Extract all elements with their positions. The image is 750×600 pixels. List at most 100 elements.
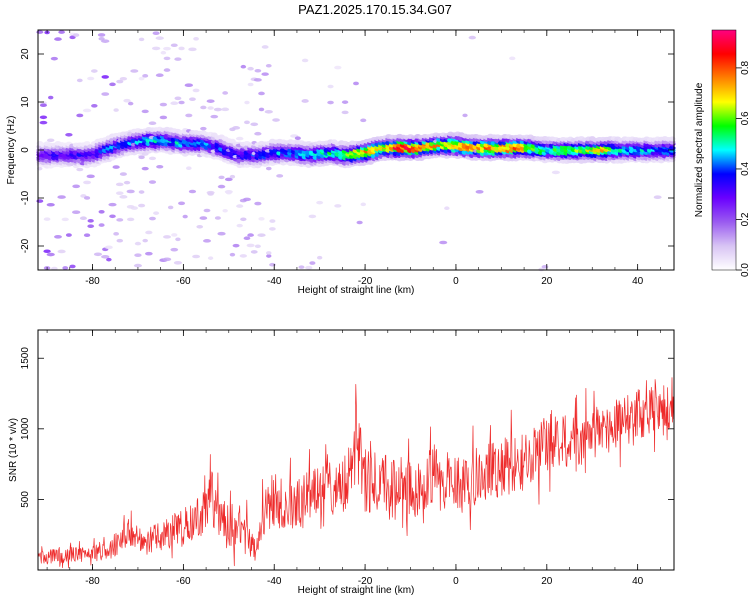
spectrogram-noise-cell [185, 113, 193, 118]
colorbar-tick-label: 0.8 [740, 61, 750, 75]
spectrogram-noise-cell [93, 252, 103, 257]
spectrogram-noise-cell [171, 233, 178, 237]
spectrogram-x-tick-label: -20 [358, 276, 373, 287]
spectrogram-noise-cell [353, 81, 359, 86]
spectrogram-noise-cell [206, 190, 215, 195]
spectrogram-noise-cell [43, 217, 51, 221]
spectrogram-noise-cell [83, 233, 91, 238]
spectrogram-noise-cell [101, 92, 110, 96]
spectrogram-noise-cell [178, 46, 185, 51]
spectrogram-noise-cell [178, 100, 185, 105]
spectrogram-noise-cell [113, 232, 119, 236]
spectrogram-noise-cell [119, 76, 128, 81]
spectrogram-noise-cell [551, 170, 560, 175]
colorbar-tick-label: 0.2 [740, 212, 750, 226]
snr-x-tick-label: -20 [358, 576, 373, 587]
spectrogram-noise-cell [86, 174, 95, 179]
spectrogram-noise-cell [327, 100, 334, 105]
snr-x-tick-label: 20 [541, 576, 553, 587]
spectrogram-noise-cell [203, 208, 211, 213]
spectrogram-noise-cell [247, 66, 254, 71]
spectrogram-noise-cell [109, 82, 116, 87]
spectrogram-noise-cell [58, 30, 65, 34]
spectrogram-noise-cell [130, 206, 138, 210]
spectrogram-noise-cell [138, 37, 145, 42]
spectrogram-noise-cell [199, 216, 208, 220]
snr-frame [37, 329, 675, 571]
spectrogram-noise-cell [175, 237, 181, 242]
spectrogram-noise-cell [244, 120, 250, 125]
spectrogram-noise-cell [98, 210, 105, 214]
spectrogram-x-tick-label: 40 [632, 276, 644, 287]
spectrogram-noise-cell [119, 195, 128, 199]
spectrogram-noise-cell [101, 254, 110, 259]
spectrogram-noise-cell [294, 136, 301, 141]
spectrogram-noise-cell [269, 262, 276, 267]
spectrogram-noise-cell [235, 136, 244, 141]
spectrogram-noise-cell [316, 255, 323, 260]
spectrogram-noise-cell [213, 107, 222, 112]
spectrogram-noise-cell [119, 172, 127, 176]
spectrogram-noise-cell [254, 131, 262, 136]
spectrogram-noise-cell [360, 118, 367, 123]
spectrogram-noise-cell [145, 251, 153, 256]
snr-y-tick-label: 1000 [20, 417, 31, 440]
spectrogram-noise-cell [182, 214, 188, 219]
spectrogram-noise-cell [57, 195, 66, 199]
spectrogram-noise-cell [90, 69, 98, 73]
spectrogram-noise-cell [130, 69, 139, 73]
spectrogram-noise-cell [47, 95, 54, 100]
snr-x-axis-label: Height of straight line (km) [298, 585, 415, 596]
spectrogram-noise-cell [76, 113, 84, 118]
spectrogram-noise-cell [301, 58, 309, 63]
spectrogram-noise-cell [308, 214, 317, 219]
spectrogram-noise-cell [73, 33, 80, 37]
spectrogram-noise-cell [133, 263, 142, 268]
spectrogram-noise-cell [509, 56, 516, 61]
spectrogram-noise-cell [188, 47, 197, 52]
spectrogram-noise-cell [189, 97, 196, 101]
spectrogram-noise-cell [239, 254, 247, 258]
spectrogram-noise-cell [257, 233, 266, 237]
colorbar-tick-label: 0.6 [740, 111, 750, 125]
spectrogram-noise-cell [109, 214, 116, 219]
spectrogram-noise-cell [170, 43, 178, 48]
spectrogram-noise-cell [258, 107, 265, 112]
spectrogram-noise-cell [138, 155, 145, 160]
spectrogram-noise-cell [39, 120, 48, 125]
spectrogram-noise-cell [163, 235, 171, 239]
snr-x-tick-label: -60 [176, 576, 191, 587]
spectrogram-noise-cell [153, 211, 160, 215]
spectrogram-noise-cell [221, 107, 230, 112]
spectrogram-noise-cell [39, 103, 47, 108]
spectrogram-noise-cell [134, 241, 142, 246]
spectrogram-noise-cell [127, 217, 135, 222]
colorbar-gradient [711, 29, 737, 271]
spectrogram-noise-cell [266, 251, 272, 255]
spectrogram-noise-cell [46, 138, 55, 143]
colorbar-ticks: 0.0 0.2 0.4 0.6 0.8 [736, 61, 750, 277]
figure-title: PAZ1.2025.170.15.34.G07 [298, 2, 452, 17]
spectrogram-noise-cell [69, 264, 76, 269]
spectrogram-noise-cell [210, 114, 219, 119]
spectrogram-noise-cell [475, 189, 484, 194]
spectrogram-noise-cell [50, 56, 58, 61]
spectrogram-x-tick-label: 0 [453, 276, 459, 287]
spectrogram-noise-cell [148, 121, 157, 126]
spectrogram-axis-ticks: -80 -60 -40 -20 0 20 40 -20 -10 0 10 20 [20, 30, 674, 287]
spectrogram-noise-cell [200, 105, 207, 110]
spectrogram-noise-cell [101, 39, 110, 43]
spectrogram-noise-cell [468, 35, 476, 40]
spectrogram-noise-cell [261, 72, 269, 76]
spectrogram-noise-cell [188, 189, 197, 194]
spectrogram-x-tick-label: -60 [176, 276, 191, 287]
spectrogram-frame [37, 29, 675, 271]
spectrogram-noise-cell [218, 175, 225, 180]
spectrogram-noise-cell [141, 109, 149, 114]
spectrogram-noise-cell [72, 210, 81, 214]
spectrogram-noise-cell [222, 91, 229, 95]
spectrogram-x-axis-label: Height of straight line (km) [298, 285, 415, 296]
spectrogram-noise-cell [142, 74, 149, 78]
spectrogram-noise-cell [196, 224, 204, 229]
